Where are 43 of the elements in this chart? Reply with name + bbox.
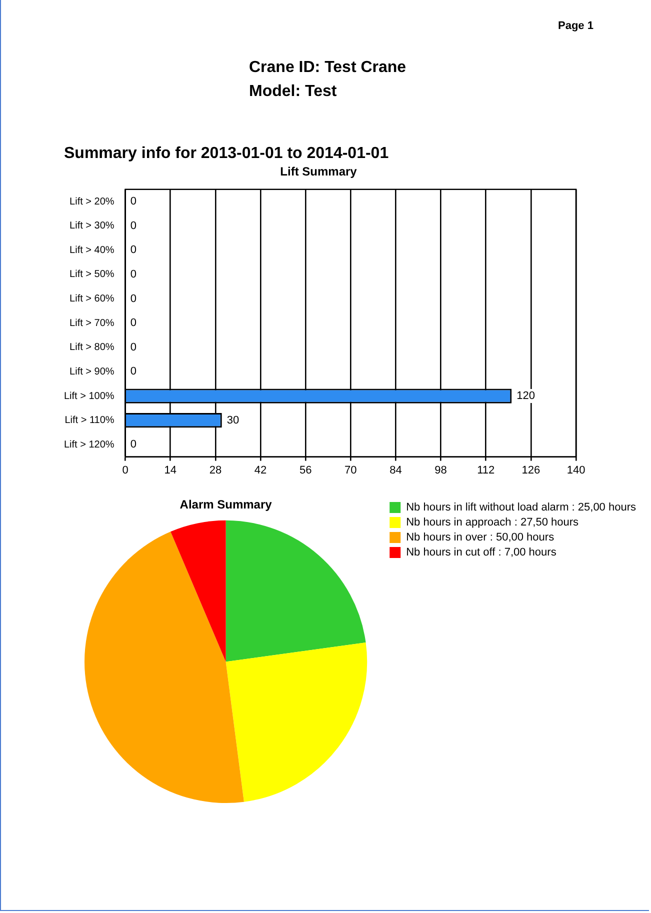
x-tick-label: 42 xyxy=(254,464,267,476)
data-label: 0 xyxy=(130,366,136,378)
text: Page 1 xyxy=(558,20,594,32)
chart-title: Alarm Summary xyxy=(180,498,272,512)
data-label: 0 xyxy=(130,244,136,256)
text: Model: Test xyxy=(249,83,337,101)
x-tick-label: 126 xyxy=(522,464,540,476)
data-label: 0 xyxy=(130,438,136,451)
legend-label: Nb hours in approach : 27,50 hours xyxy=(406,516,580,529)
y-tick-label: Lift > 100% xyxy=(64,390,114,402)
x-tick-label: 84 xyxy=(390,464,402,476)
y-tick-label: Lift > 30% xyxy=(70,220,114,232)
data-label: 0 xyxy=(130,268,136,281)
data-label: 0 xyxy=(130,196,136,208)
y-tick-label: Lift > 110% xyxy=(64,415,114,426)
legend-label: Nb hours in lift without load alarm : 25,00 hours xyxy=(406,502,636,514)
x-tick-label: 98 xyxy=(434,464,447,476)
data-label: 0 xyxy=(130,317,136,330)
x-tick-label: 0 xyxy=(122,464,128,476)
y-tick-label: Lift > 60% xyxy=(70,294,114,305)
text: Crane ID: Test Crane xyxy=(249,59,406,77)
data-label: 30 xyxy=(226,414,240,426)
chart-title: Lift Summary xyxy=(280,164,358,179)
x-tick-label: 70 xyxy=(344,464,357,476)
legend-label: Nb hours in over : 50,00 hours xyxy=(406,532,555,544)
x-tick-label: 56 xyxy=(299,464,312,476)
x-tick-label: 112 xyxy=(477,464,495,476)
y-tick-label: Lift > 90% xyxy=(70,366,114,378)
y-tick-label: Lift > 80% xyxy=(70,342,114,354)
text: Summary info for 2013-01-01 to 2014-01-01 xyxy=(64,145,389,163)
data-label: 120 xyxy=(516,390,535,402)
x-tick-label: 140 xyxy=(566,464,586,476)
data-label: 0 xyxy=(130,292,136,305)
data-label: 0 xyxy=(130,341,136,354)
x-tick-label: 14 xyxy=(164,464,177,476)
y-tick-label: Lift > 120% xyxy=(64,439,114,450)
y-tick-label: Lift > 50% xyxy=(70,269,114,280)
y-tick-label: Lift > 40% xyxy=(70,244,114,256)
legend-label: Nb hours in cut off : 7,00 hours xyxy=(406,546,557,559)
data-label: 0 xyxy=(130,220,136,232)
y-tick-label: Lift > 20% xyxy=(70,196,114,208)
x-tick-label: 28 xyxy=(209,464,222,476)
y-tick-label: Lift > 70% xyxy=(70,318,114,329)
